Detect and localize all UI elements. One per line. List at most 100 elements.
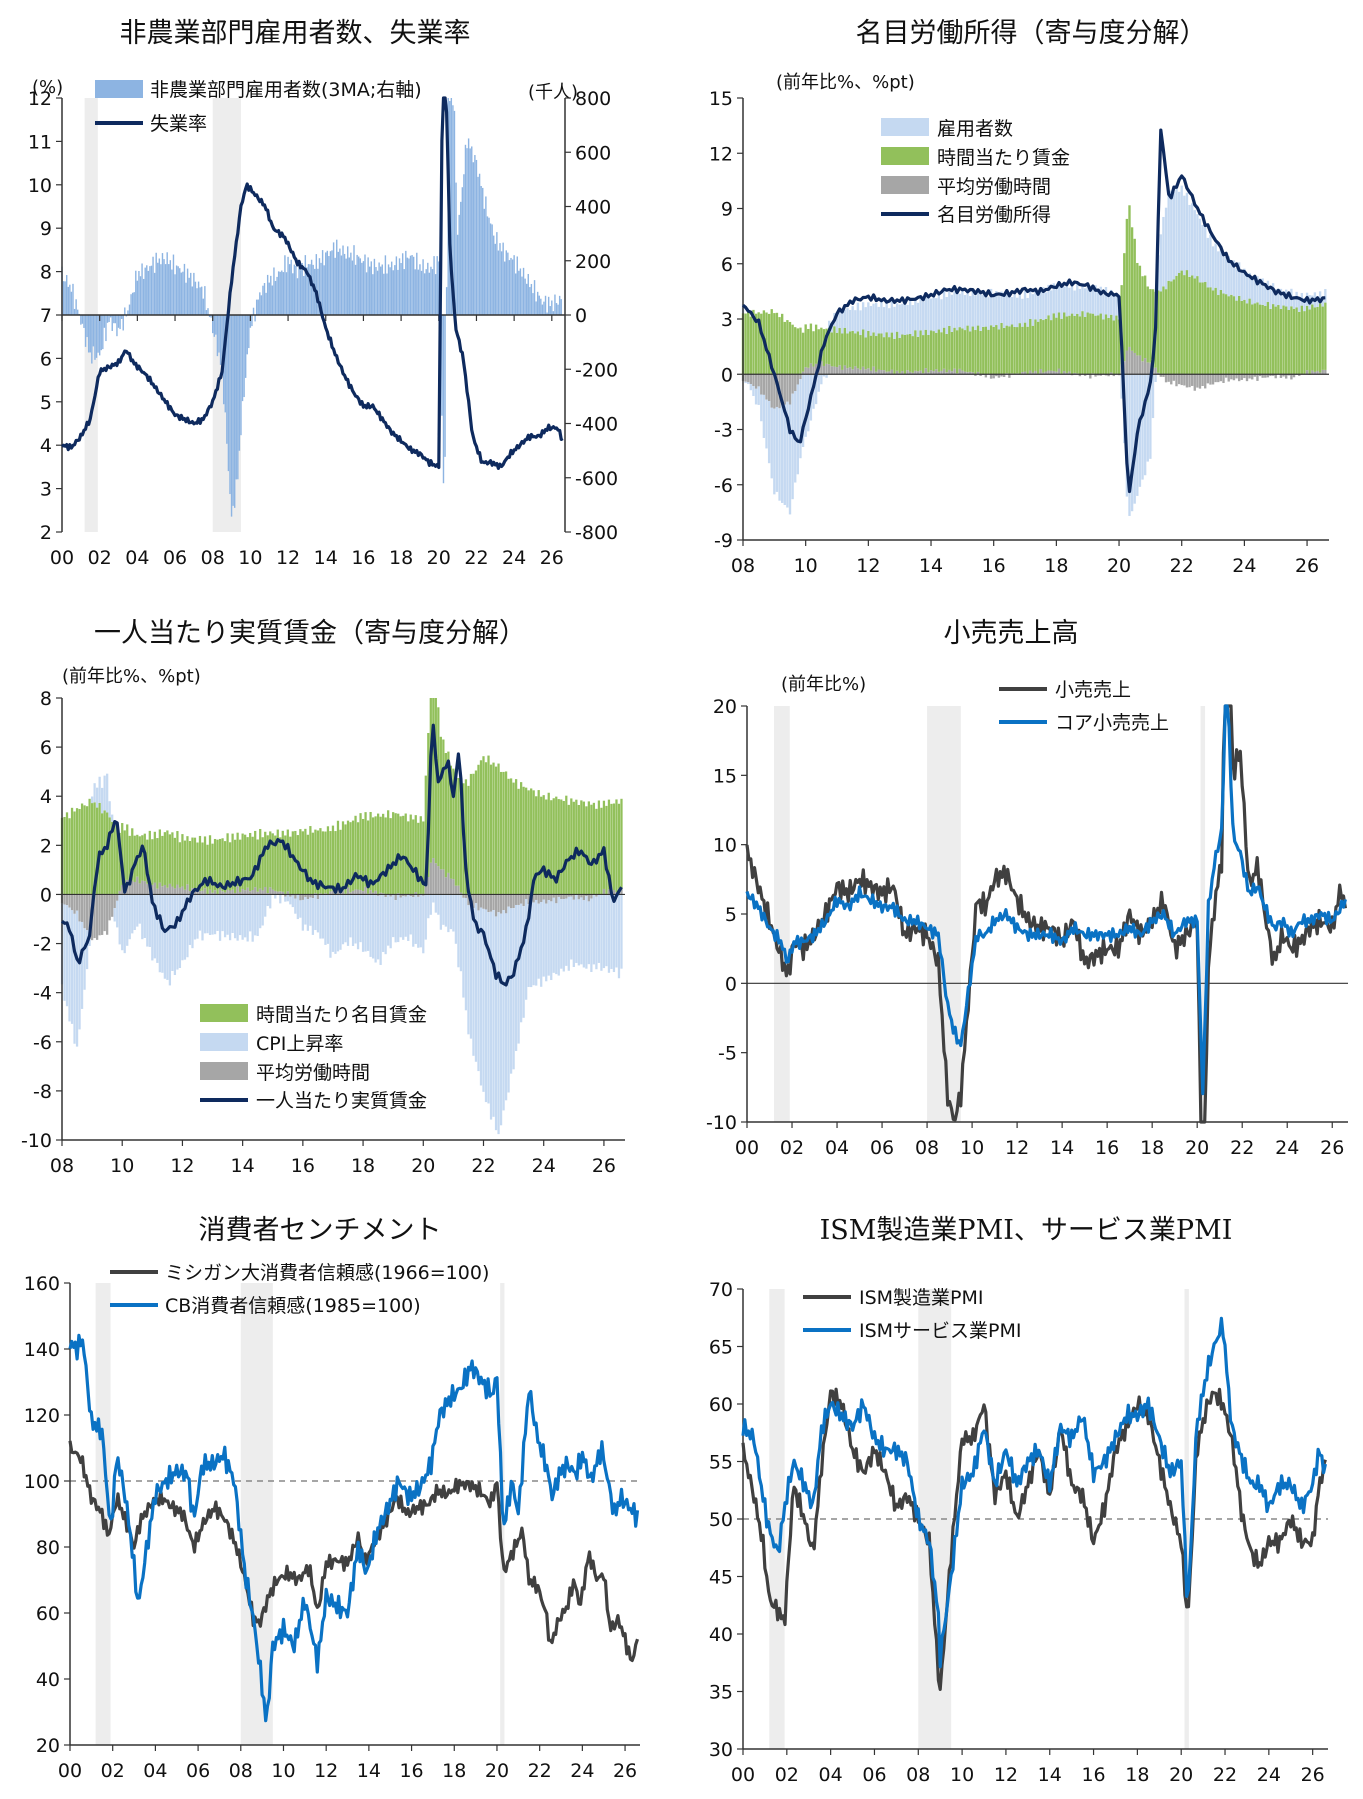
bar [379, 892, 382, 895]
bar [979, 293, 982, 331]
bar [1044, 318, 1048, 372]
bar [864, 307, 867, 338]
bar [1251, 304, 1254, 375]
bar [492, 894, 495, 911]
bar [1096, 291, 1100, 316]
panel-ism: ISM製造業PMI、サービス業PMI 30 35 40 45 50 55 60 65 70 00 0… [681, 1199, 1362, 1799]
bar [139, 276, 142, 315]
bar [494, 916, 498, 1131]
bar [859, 335, 862, 370]
bar [901, 303, 904, 335]
bar [760, 313, 763, 375]
bar [1057, 368, 1061, 375]
bar [484, 894, 488, 910]
x-tick-label: 20 [411, 1155, 435, 1177]
bar [1214, 243, 1217, 288]
bar [304, 896, 307, 925]
bar [1138, 355, 1142, 375]
bar [1094, 374, 1097, 377]
bar [861, 366, 865, 375]
bar [233, 892, 237, 895]
bar [442, 894, 445, 925]
bar [254, 830, 257, 888]
bar [182, 271, 184, 315]
bar [1107, 318, 1110, 375]
bar [1303, 298, 1306, 312]
bar [942, 290, 946, 328]
bar [507, 894, 510, 907]
bar [914, 370, 917, 375]
bar [168, 894, 172, 986]
bar [1031, 325, 1035, 373]
bar [1130, 350, 1134, 375]
bar [1104, 314, 1108, 375]
bar [68, 818, 71, 895]
bar [163, 894, 166, 979]
bar [116, 315, 118, 337]
bar [543, 301, 545, 315]
bar [243, 315, 245, 398]
bar [173, 894, 177, 976]
bar [1219, 248, 1223, 291]
bar [429, 894, 432, 915]
bar [885, 301, 888, 333]
bar [1154, 374, 1157, 382]
bar [1230, 374, 1233, 380]
bar [1089, 313, 1092, 375]
bar [1188, 374, 1191, 388]
bar [113, 894, 116, 909]
bar [846, 368, 849, 375]
bar [535, 894, 538, 900]
bar [549, 306, 551, 315]
bar [796, 328, 800, 375]
bar [146, 894, 149, 947]
bar [201, 890, 204, 895]
bar [497, 763, 500, 895]
bar [420, 270, 423, 315]
bar [286, 891, 289, 895]
bar [1185, 192, 1189, 271]
bar [1190, 275, 1194, 375]
bar [872, 303, 875, 333]
bar [299, 894, 302, 901]
bar [379, 266, 382, 315]
bar [361, 262, 363, 315]
bar [310, 259, 313, 315]
bar [108, 894, 111, 921]
bar [562, 894, 565, 900]
bar [1018, 292, 1021, 324]
x-tick-label: 10 [794, 555, 818, 577]
bar [306, 834, 310, 895]
x-tick-label: 12 [276, 547, 300, 569]
bar [428, 272, 431, 315]
bar [747, 382, 750, 385]
bar [911, 372, 914, 375]
bar [198, 891, 202, 895]
bar [982, 294, 985, 327]
bar [532, 894, 535, 903]
bar [301, 262, 303, 315]
bar [248, 315, 250, 349]
bar [953, 368, 956, 375]
bar [932, 331, 935, 372]
bar [329, 831, 332, 892]
bar [342, 245, 344, 315]
line-cb [68, 1333, 640, 1723]
left-tick-label: 8 [40, 688, 52, 710]
bar [427, 894, 430, 919]
bar [136, 280, 139, 315]
bar [158, 258, 161, 315]
bar [1096, 374, 1100, 376]
x-tick-label: 16 [1095, 1137, 1119, 1159]
bar [301, 894, 304, 900]
bar [160, 264, 162, 315]
bar [277, 271, 280, 315]
bar [314, 894, 317, 931]
bar [285, 272, 288, 315]
bar [171, 894, 174, 971]
bar [304, 828, 307, 895]
bar [778, 317, 781, 375]
bar [113, 824, 116, 895]
bar [226, 315, 228, 444]
bar [1196, 374, 1199, 388]
